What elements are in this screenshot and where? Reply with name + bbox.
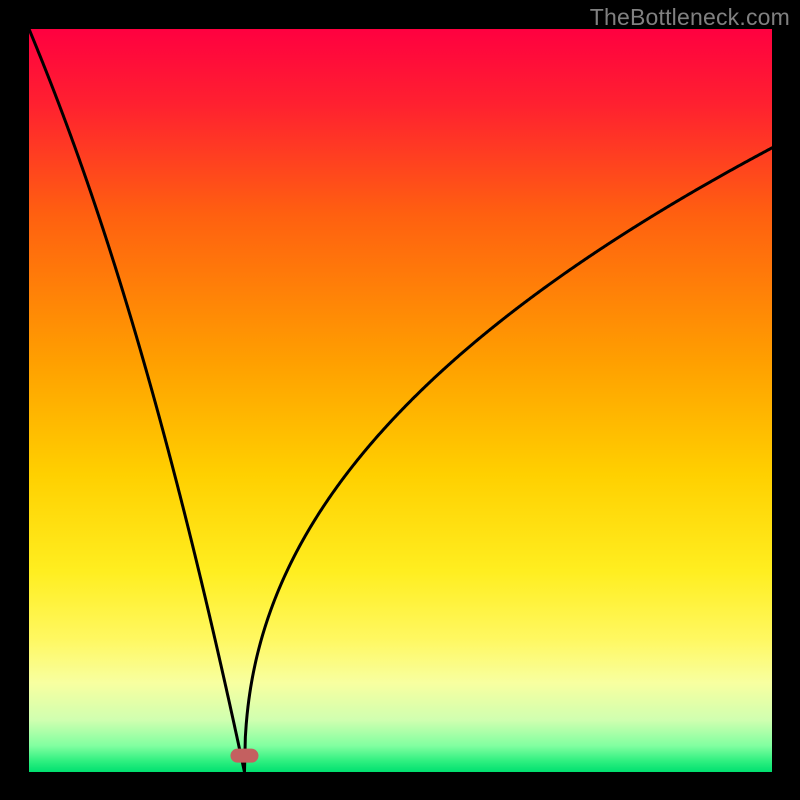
chart-frame: TheBottleneck.com bbox=[0, 0, 800, 800]
watermark-text: TheBottleneck.com bbox=[590, 4, 790, 31]
plot-area bbox=[29, 29, 772, 772]
